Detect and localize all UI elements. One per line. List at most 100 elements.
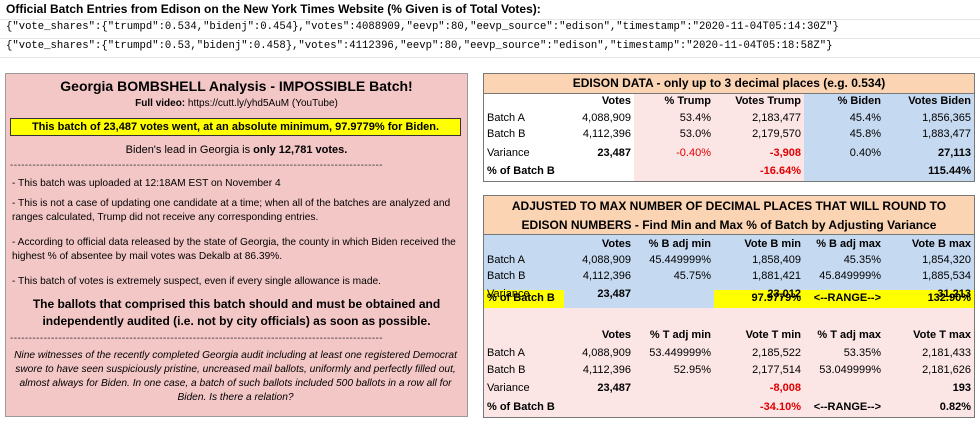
row-label: Batch A — [487, 112, 525, 124]
edison-header-votes: Votes — [601, 95, 631, 107]
cell-range-label: <--RANGE--> — [813, 401, 881, 413]
cell-pct-biden: 45.8% — [849, 128, 881, 140]
video-source: (YouTube) — [291, 98, 338, 109]
adjusted-title-line-1: ADJUSTED TO MAX NUMBER OF DECIMAL PLACES… — [511, 199, 947, 213]
cell-votes-trump: -3,908 — [769, 147, 801, 159]
biden-header-vote-min: Vote B min — [744, 238, 801, 250]
adjusted-title: ADJUSTED TO MAX NUMBER OF DECIMAL PLACES… — [484, 196, 974, 235]
lead-prefix: Biden's lead in Georgia is — [125, 144, 251, 156]
cell-vote-min: 1,858,409 — [752, 254, 801, 266]
cell-vote-max: 132.90% — [927, 292, 971, 304]
cell-vote-min: 2,185,522 — [752, 347, 801, 359]
cell-votes: 23,487 — [597, 288, 631, 300]
cell-vote-max: 1,854,320 — [922, 254, 971, 266]
cell-vote-max: 31,213 — [937, 288, 971, 300]
table-row: Batch B 4,112,396 52.95% 2,177,514 53.04… — [484, 364, 974, 380]
cell-adj-min: 45.75% — [673, 270, 711, 282]
cell-pct-biden: 0.40% — [849, 147, 881, 159]
table-row: Variance 23,487 23,012 31,213 — [484, 288, 974, 304]
row-label: % of Batch B — [487, 292, 555, 304]
table-row: Batch B 4,112,396 45.75% 1,881,421 45.84… — [484, 270, 974, 286]
cell-adj-min: 53.449999% — [649, 347, 711, 359]
cell-votes-trump: 2,183,477 — [752, 112, 801, 124]
cell-adj-max: 53.35% — [843, 347, 881, 359]
trump-header-adj-max: % T adj max — [817, 329, 881, 341]
bullet-3: - According to official data released by… — [12, 237, 456, 262]
cell-vote-max: 193 — [952, 382, 971, 394]
cell-adj-max: 53.049999% — [819, 364, 881, 376]
cell-vote-min: 97.9779% — [751, 292, 801, 304]
cell-pct-trump: 53.4% — [679, 112, 711, 124]
analysis-panel: Georgia BOMBSHELL Analysis - IMPOSSIBLE … — [5, 73, 468, 417]
cell-votes: 23,487 — [597, 147, 631, 159]
row-label: Batch A — [487, 347, 525, 359]
biden-range-row: % of Batch B 97.9779% <--RANGE--> 132.90… — [484, 292, 974, 308]
json-entry-2: {"vote_shares":{"trumpd":0.53,"bidenj":0… — [6, 40, 833, 52]
cell-adj-max: 45.35% — [843, 254, 881, 266]
biden-header-vote-max: Vote B max — [911, 238, 971, 250]
cell-pct-biden: 45.4% — [849, 112, 881, 124]
cell-votes: 4,088,909 — [582, 254, 631, 266]
video-line: Full video: https://cutt.ly/yhd5AuM (You… — [6, 98, 467, 109]
sheet-title: Official Batch Entries from Edison on th… — [6, 2, 541, 16]
row-label: Batch B — [487, 364, 526, 376]
table-row: Variance 23,487 -8,008 193 — [484, 382, 974, 398]
cell-votes: 4,112,396 — [582, 128, 631, 140]
trump-header-vote-min: Vote T min — [745, 329, 801, 341]
cell-adj-min: 45.449999% — [649, 254, 711, 266]
row-label: Batch A — [487, 254, 525, 266]
highlight-box: This batch of 23,487 votes went, at an a… — [10, 118, 461, 136]
row-label: Variance — [487, 288, 530, 300]
cell-vote-min: 23,012 — [767, 288, 801, 300]
bullet-2: - This is not a case of updating one can… — [12, 198, 451, 223]
bullet-4: - This batch of votes is extremely suspe… — [12, 276, 381, 287]
cell-votes-biden: 115.44% — [928, 165, 971, 177]
video-label: Full video: — [135, 98, 186, 109]
trump-header-row: Votes % T adj min Vote T min % T adj max… — [484, 329, 974, 345]
bullet-1: - This batch was uploaded at 12:18AM EST… — [12, 178, 281, 189]
trump-header-adj-min: % T adj min — [649, 329, 711, 341]
edison-header-0 — [484, 95, 564, 112]
table-row: Batch A 4,088,909 45.449999% 1,858,409 4… — [484, 254, 974, 270]
biden-header-adj-max: % B adj max — [816, 238, 881, 250]
trump-header-vote-max: Vote T max — [913, 329, 971, 341]
cell-votes: 23,487 — [597, 382, 631, 394]
cell-range-label: <--RANGE--> — [813, 292, 881, 304]
cell-votes: 4,088,909 — [582, 347, 631, 359]
edison-title: EDISON DATA - only up to 3 decimal place… — [484, 74, 974, 94]
cell-votes: 4,112,396 — [582, 270, 631, 282]
json-entry-1: {"vote_shares":{"trumpd":0.534,"bidenj":… — [6, 21, 839, 33]
cell-vote-max: 1,885,534 — [922, 270, 971, 282]
video-link[interactable]: https://cutt.ly/yhd5AuM — [187, 98, 290, 109]
divider-top: ----------------------------------------… — [10, 160, 384, 171]
analysis-title: Georgia BOMBSHELL Analysis - IMPOSSIBLE … — [60, 78, 413, 94]
biden-header-adj-min: % B adj min — [648, 238, 711, 250]
cell-votes-biden: 1,856,365 — [922, 112, 971, 124]
cell-vote-max: 0.82% — [939, 401, 971, 413]
edison-header-pct-biden: % Biden — [837, 95, 881, 107]
lead-line: Biden's lead in Georgia is only 12,781 v… — [6, 144, 467, 156]
edison-header-votes-trump: Votes Trump — [735, 95, 801, 107]
audit-statement: The ballots that comprised this batch sh… — [32, 297, 441, 328]
cell-votes-biden: 27,113 — [937, 147, 971, 159]
cell-vote-min: -34.10% — [760, 401, 801, 413]
cell-pct-trump: -0.40% — [676, 147, 711, 159]
witness-statement: Nine witnesses of the recently completed… — [14, 350, 457, 403]
table-row: Batch A 4,088,909 53.4% 2,183,477 45.4% … — [484, 112, 974, 128]
cell-pct-trump: 53.0% — [679, 128, 711, 140]
table-row: Batch A 4,088,909 53.449999% 2,185,522 5… — [484, 347, 974, 363]
lead-value: only 12,781 votes. — [253, 144, 348, 156]
trump-range-row: % of Batch B -34.10% <--RANGE--> 0.82% — [484, 401, 974, 417]
edison-header-pct-trump: % Trump — [664, 95, 711, 107]
trump-header-votes: Votes — [601, 329, 631, 341]
row-label: % of Batch B — [487, 401, 555, 413]
cell-adj-max: 45.849999% — [819, 270, 881, 282]
adjusted-title-line-2: EDISON NUMBERS - Find Min and Max % of B… — [521, 218, 937, 232]
row-label: Variance — [487, 382, 530, 394]
edison-data-table: EDISON DATA - only up to 3 decimal place… — [483, 73, 975, 182]
cell-vote-max: 2,181,433 — [922, 347, 971, 359]
cell-votes-biden: 1,883,477 — [922, 128, 971, 140]
cell-votes-trump: 2,179,570 — [752, 128, 801, 140]
row-label: Batch B — [487, 128, 526, 140]
table-row: Variance 23,487 -0.40% -3,908 0.40% 27,1… — [484, 147, 974, 163]
